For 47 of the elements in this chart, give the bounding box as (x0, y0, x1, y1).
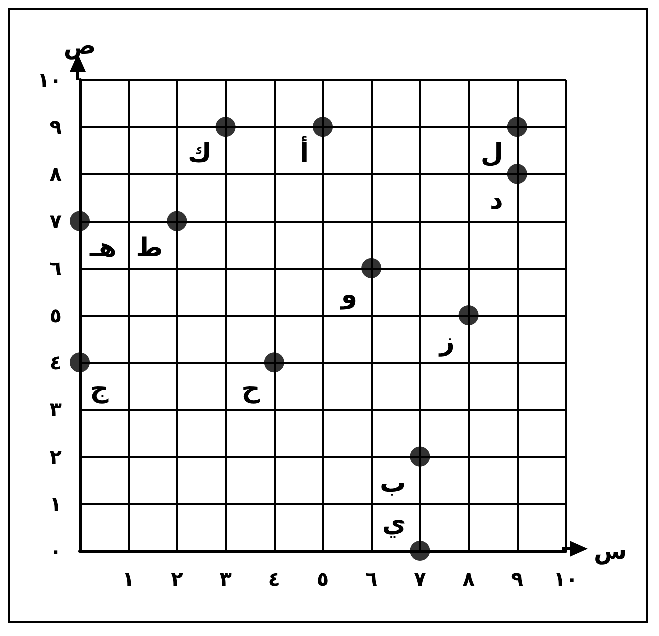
y-tick-label: ٨ (50, 162, 62, 186)
point (507, 117, 528, 138)
annotation: ك (188, 139, 212, 170)
y-tick-label: ١ (50, 492, 62, 516)
x-tick-label: ٦ (365, 567, 378, 591)
y-tick-label: ١٠ (38, 68, 62, 92)
point (313, 117, 333, 138)
x-tick-label: ٨ (462, 567, 475, 591)
y-tick-label: ٦ (50, 256, 62, 280)
x-axis-title: س (594, 537, 628, 565)
y-tick-label: ٩ (50, 115, 62, 140)
annotation: أ (300, 136, 309, 170)
annotation: هـ (89, 233, 117, 264)
x-tick-label: ١ (122, 567, 135, 591)
x-tick-label: ٢ (171, 567, 184, 591)
point (70, 352, 90, 373)
point (264, 352, 284, 373)
annotation: ز (438, 328, 455, 358)
x-tick-label: ٤ (268, 567, 281, 591)
y-tick-label: ٥ (50, 304, 62, 328)
point (362, 258, 382, 278)
annotation: ل (480, 139, 504, 170)
point (167, 211, 188, 232)
annotation: ج (90, 374, 109, 405)
x-tick-label: ٣ (220, 567, 232, 591)
point (458, 306, 479, 326)
y-axis-title: ص (64, 32, 96, 60)
x-tick-label: ٩ (511, 567, 524, 591)
y-tick-label: ٧ (50, 209, 62, 234)
x-tick-label: ٥ (316, 567, 330, 591)
annotation: د (490, 186, 504, 216)
y-tick-label: ٤ (50, 350, 62, 375)
y-tick-label: ٠ (50, 539, 62, 563)
point (70, 211, 90, 232)
annotation: ح (242, 374, 261, 405)
annotation: ي (382, 509, 406, 539)
x-tick-label: ٧ (414, 567, 426, 591)
annotation: ب (380, 468, 406, 499)
annotation: و (339, 280, 358, 310)
point (216, 117, 236, 138)
point (507, 164, 528, 184)
y-tick-label: ٢ (50, 444, 62, 469)
point (410, 446, 430, 467)
annotation: ط (136, 233, 164, 264)
y-tick-label: ٣ (50, 398, 62, 422)
point (410, 541, 430, 561)
x-tick-label: ١٠ (554, 567, 578, 591)
